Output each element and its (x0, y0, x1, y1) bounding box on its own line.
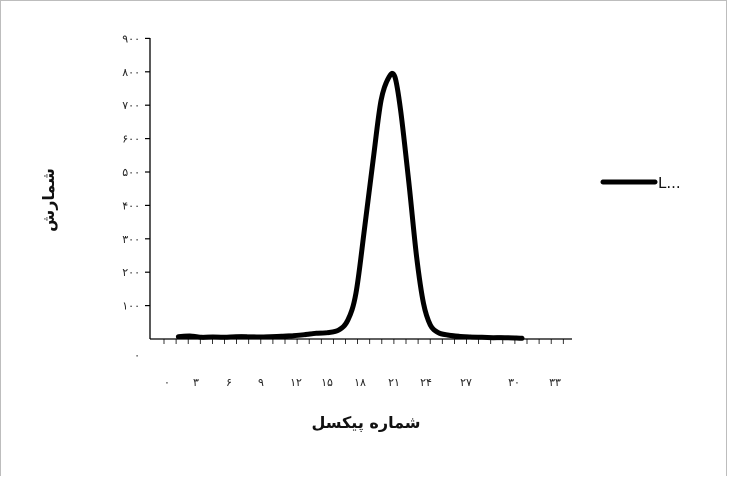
x-tick-label: ۲۱ (388, 376, 400, 389)
y-tick-label: ۲۰۰ (122, 266, 140, 279)
x-tick-label: ۱۸ (354, 376, 366, 389)
y-tick-label: ۹۰۰ (122, 32, 140, 45)
y-tick-label: ۵۰۰ (122, 166, 140, 179)
x-tick-label: ۱۵ (321, 376, 333, 389)
x-tick-label: ۳۰ (508, 376, 520, 389)
x-tick-label: ۰ (164, 376, 170, 389)
series-line-0 (175, 70, 525, 341)
x-tick-label: ۶ (226, 376, 232, 389)
y-tick-label: ۱۰۰ (122, 300, 140, 313)
y-tick-label: ۰ (134, 349, 140, 362)
x-tick-label: ۳۳ (549, 376, 561, 389)
x-tick-label: ۳ (193, 376, 199, 389)
y-tick-label: ۶۰۰ (122, 133, 140, 146)
y-tick-label: ۴۰۰ (122, 199, 140, 212)
y-tick-label: ۳۰۰ (122, 233, 140, 246)
y-axis: ۰ ۱۰۰ ۲۰۰ ۳۰۰ ۴۰۰ ۵۰۰ ۶۰۰ ۷۰۰ ۸۰۰ ۹۰۰ (122, 32, 151, 362)
y-tick-label: ۸۰۰ (122, 66, 140, 79)
legend: L... (600, 174, 681, 192)
x-tick-label: ۲۴ (420, 376, 432, 389)
x-tick-label: ۹ (258, 376, 264, 389)
legend-label: L... (658, 174, 681, 192)
y-tick-label: ۷۰۰ (122, 99, 140, 112)
y-axis-title: شمارش (39, 168, 58, 232)
x-tick-label: ۲۷ (460, 376, 472, 389)
x-tick-label: ۱۲ (290, 376, 302, 389)
x-axis-title: شماره پیکسل (311, 413, 420, 433)
x-axis: ۰ ۳ ۶ ۹ ۱۲ ۱۵ ۱۸ ۲۱ ۲۴ ۲۷ ۳۰ ۳۳ (150, 338, 572, 389)
series-layer (175, 70, 525, 341)
